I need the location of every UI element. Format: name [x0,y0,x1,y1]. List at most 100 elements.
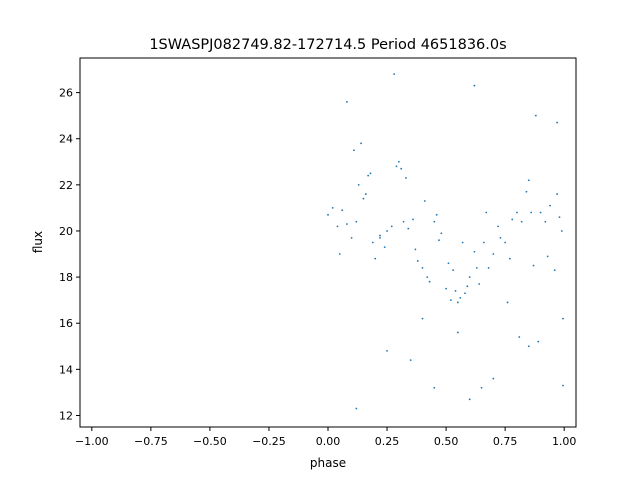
data-point [379,234,381,237]
x-tick-label: 0.25 [375,435,400,448]
data-point [360,142,362,145]
data-point [346,223,348,225]
data-point [452,269,455,272]
data-point [438,239,440,242]
data-point [412,218,414,221]
data-point [364,193,367,195]
data-point [534,114,537,117]
data-point [414,248,417,251]
data-point [331,207,334,209]
data-point [485,211,488,214]
data-point [346,100,348,103]
data-point [421,317,424,320]
x-tick-label: −0.50 [193,435,227,448]
data-point [327,213,329,216]
data-point [428,280,431,283]
data-point [397,160,400,163]
data-point [369,172,372,175]
data-point [459,296,462,299]
data-point [482,241,485,244]
data-point [556,193,558,195]
data-point [562,384,564,387]
data-point [367,174,370,177]
data-point [480,386,483,389]
data-point [560,230,563,232]
data-point [530,211,533,214]
x-tick-label: 0.75 [493,435,518,448]
data-point [383,246,386,249]
x-axis-ticks: −1.00 −0.75 −0.50 −0.25 0.00 0.25 0.50 0.75 1.00 [75,427,576,448]
x-tick-label: −1.00 [75,435,109,448]
data-point [497,225,499,228]
data-point [539,211,542,214]
x-axis-label: phase [310,456,346,470]
data-point [395,165,398,168]
y-tick-label: 18 [59,271,73,284]
data-point [390,225,393,228]
data-point [407,227,410,230]
data-point [341,209,344,212]
data-point [508,257,511,260]
data-point [447,262,450,265]
data-point [553,269,556,272]
data-point [433,220,436,223]
data-point [433,386,436,389]
data-point [506,301,509,304]
data-point [400,167,403,170]
data-point [556,121,558,124]
data-point [426,276,429,278]
data-point [468,276,471,278]
data-points [327,73,564,410]
data-point [466,285,469,288]
data-point [492,377,495,380]
y-tick-label: 20 [59,225,73,238]
data-point [357,183,360,186]
y-tick-label: 24 [59,133,73,146]
y-axis-label: flux [31,231,45,253]
data-point [527,345,530,348]
data-point [457,301,459,304]
data-point [492,253,495,255]
data-point [416,260,419,262]
data-point [464,292,466,295]
y-tick-label: 26 [59,87,73,100]
data-point [511,218,514,221]
data-point [562,317,564,320]
data-point [445,287,447,290]
y-tick-label: 14 [59,363,73,376]
data-point [454,290,457,292]
data-point [423,200,426,202]
data-point [468,398,471,401]
x-tick-label: −0.25 [252,435,286,448]
data-point [393,73,396,76]
data-point [525,190,528,193]
data-point [499,236,502,239]
y-axis-ticks: 12 14 16 18 20 22 24 26 [59,87,80,422]
data-point [355,407,358,410]
data-point [487,266,490,269]
data-point [338,253,341,255]
data-point [353,149,355,152]
data-point [532,264,535,267]
chart-title: 1SWASPJ082749.82-172714.5 Period 4651836… [149,37,506,53]
data-point [421,266,424,269]
data-point [402,220,405,223]
data-point [478,283,481,285]
y-tick-label: 12 [59,409,73,422]
data-point [558,216,561,219]
data-point [449,299,452,302]
x-tick-label: 0.00 [316,435,341,448]
data-point [435,213,438,216]
data-point [350,236,353,239]
data-point [371,241,374,244]
data-point [409,359,412,362]
x-tick-label: 1.00 [552,435,577,448]
data-point [440,232,443,235]
data-point [355,220,358,223]
data-point [549,204,551,207]
y-tick-label: 22 [59,179,73,192]
data-point [544,220,547,223]
x-tick-label: −0.75 [134,435,168,448]
data-point [473,250,476,253]
